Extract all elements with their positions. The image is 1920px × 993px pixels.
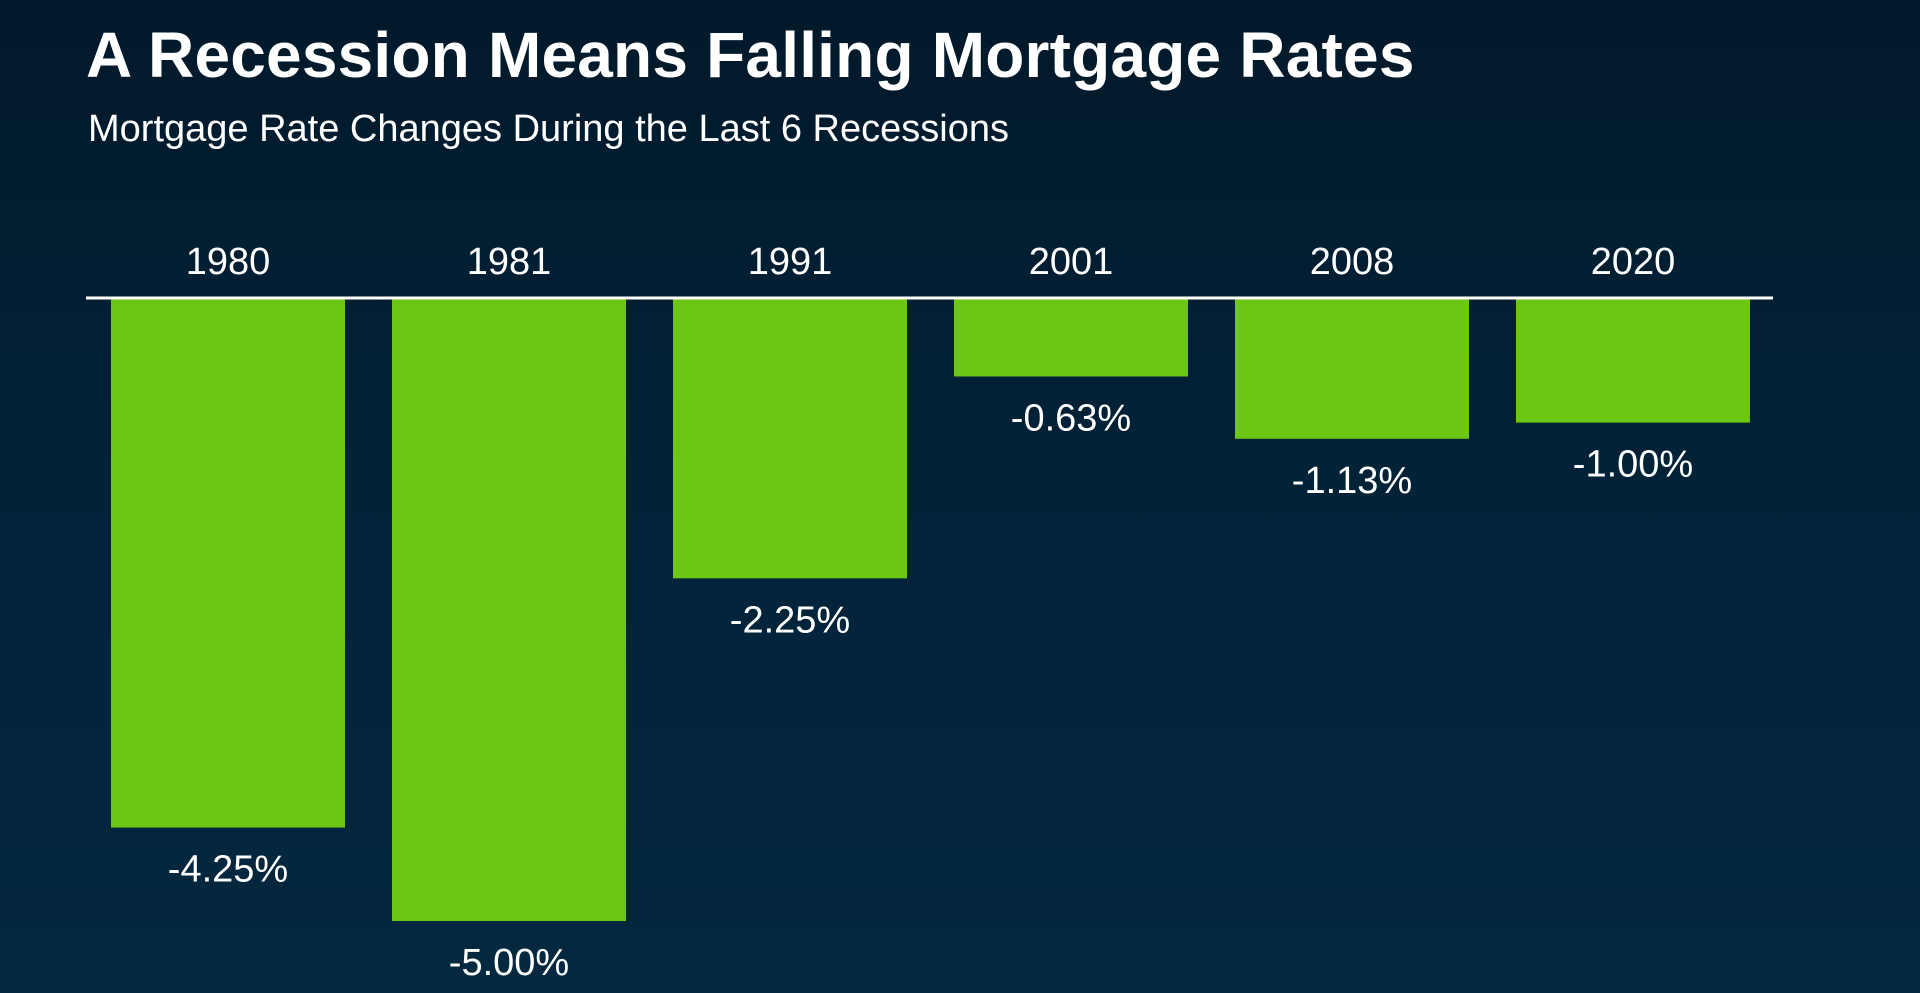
- data-label-1991: -2.25%: [730, 599, 850, 641]
- category-label-1980: 1980: [186, 241, 271, 283]
- data-label-2001: -0.63%: [1011, 397, 1131, 439]
- data-label-1981: -5.00%: [449, 942, 569, 984]
- bar-1980: [111, 298, 345, 828]
- chart-title: A Recession Means Falling Mortgage Rates: [86, 19, 1415, 91]
- category-label-2001: 2001: [1029, 241, 1114, 283]
- bar-1981: [392, 298, 626, 921]
- data-label-2008: -1.13%: [1292, 460, 1412, 502]
- category-label-2008: 2008: [1310, 241, 1395, 283]
- bar-1991: [673, 298, 907, 579]
- data-label-1980: -4.25%: [168, 849, 288, 891]
- category-label-1991: 1991: [748, 241, 833, 283]
- category-label-1981: 1981: [467, 241, 552, 283]
- bar-2020: [1516, 298, 1750, 423]
- category-label-2020: 2020: [1591, 241, 1676, 283]
- bar-2008: [1235, 298, 1469, 439]
- bar-2001: [954, 298, 1188, 377]
- data-label-2020: -1.00%: [1573, 444, 1693, 486]
- chart-subtitle: Mortgage Rate Changes During the Last 6 …: [88, 108, 1009, 150]
